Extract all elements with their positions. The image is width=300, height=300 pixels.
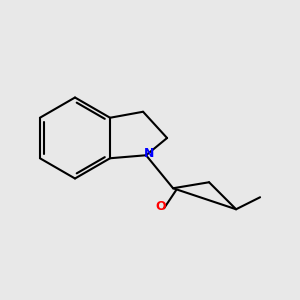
Text: N: N [144,147,154,160]
Text: O: O [156,200,167,213]
